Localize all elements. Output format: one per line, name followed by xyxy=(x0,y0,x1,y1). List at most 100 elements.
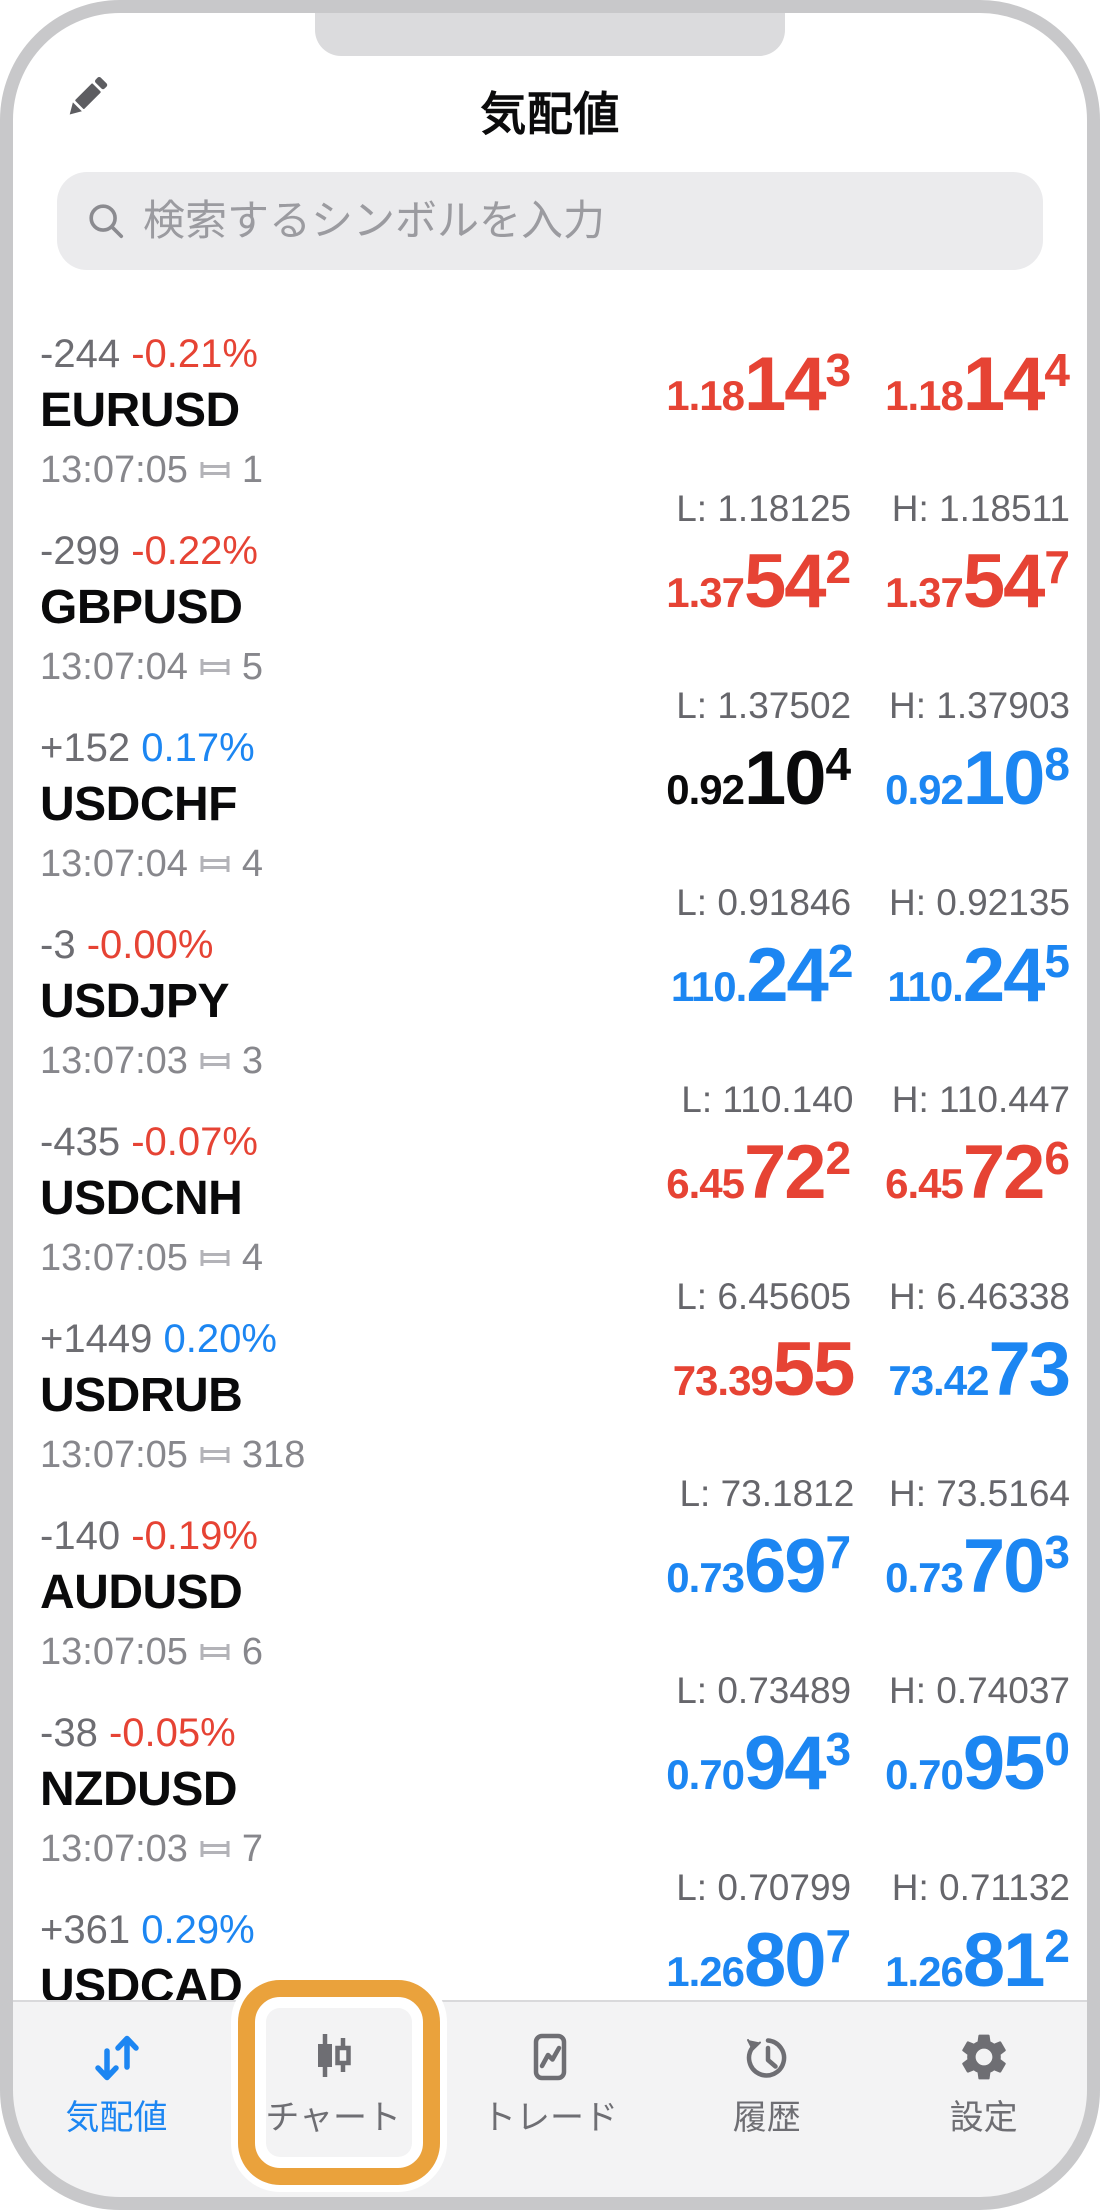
tick-time: 13:07:03 xyxy=(40,1828,188,1870)
change-line: -299 -0.22% xyxy=(40,527,263,575)
symbol-name: GBPUSD xyxy=(40,581,243,634)
time-line: 13:07:04 4 xyxy=(40,842,263,886)
day-low: L: 110.140 xyxy=(681,1079,854,1120)
tick-time: 13:07:05 xyxy=(40,1237,188,1279)
edit-symbols-button[interactable] xyxy=(58,70,116,128)
history-clock-icon xyxy=(746,2038,787,2078)
change-percent: -0.22% xyxy=(131,529,258,573)
quote-row[interactable]: +361 0.29% USDCAD 1.26807 1.26812 xyxy=(0,1886,1100,2083)
tab-history[interactable]: 履歴 xyxy=(658,2028,875,2210)
spread-icon xyxy=(200,1250,230,1266)
day-high: H: 6.46338 xyxy=(888,1276,1070,1317)
quote-row[interactable]: -140 -0.19% AUDUSD 13:07:05 6 0.73697 0.… xyxy=(0,1492,1100,1711)
symbol-name: USDCHF xyxy=(40,778,238,831)
change-points: +1449 xyxy=(40,1317,153,1361)
bid-price: 1.26807 xyxy=(666,1918,852,2003)
change-percent: -0.05% xyxy=(108,1711,236,1755)
ask-price: 0.70950 xyxy=(885,1721,1070,1806)
time-line: 13:07:05 6 xyxy=(40,1630,263,1674)
tab-chart-label: チャート xyxy=(265,2099,402,2137)
day-low: L: 0.91846 xyxy=(676,882,852,923)
change-points: -3 xyxy=(40,923,76,967)
tab-trade-label: トレード xyxy=(481,2099,618,2137)
spread-icon xyxy=(200,1053,230,1069)
spread-value: 3 xyxy=(241,1040,264,1082)
tab-history-label: 履歴 xyxy=(732,2099,801,2137)
change-line: -244 -0.21% xyxy=(40,330,263,378)
tick-time: 13:07:04 xyxy=(40,843,188,885)
symbol-name: USDJPY xyxy=(40,975,230,1028)
spread-value: 5 xyxy=(241,646,264,688)
day-high: H: 0.92135 xyxy=(888,882,1070,923)
tick-time: 13:07:05 xyxy=(40,1631,188,1673)
sort-arrows-icon xyxy=(95,2035,140,2081)
symbol-name: EURUSD xyxy=(40,384,240,437)
page-title: 気配値 xyxy=(480,88,620,140)
ask-price: 1.26812 xyxy=(885,1918,1070,2003)
bid-price: 6.45722 xyxy=(666,1130,852,1215)
tab-settings[interactable]: 設定 xyxy=(875,2028,1092,2210)
time-line: 13:07:05 4 xyxy=(40,1236,263,1280)
spread-value: 1 xyxy=(241,449,264,491)
search-icon xyxy=(89,204,124,239)
tab-settings-label: 設定 xyxy=(949,2099,1018,2137)
change-points: -140 xyxy=(40,1514,121,1558)
spread-icon xyxy=(200,856,230,872)
change-percent: -0.21% xyxy=(131,332,258,376)
quote-row[interactable]: +152 0.17% USDCHF 13:07:04 4 0.92104 0.9… xyxy=(0,704,1100,923)
tick-time: 13:07:05 xyxy=(40,1434,188,1476)
tick-time: 13:07:05 xyxy=(40,449,188,491)
phone-notch xyxy=(315,0,785,56)
day-high: H: 0.74037 xyxy=(888,1670,1070,1711)
quote-row[interactable]: -299 -0.22% GBPUSD 13:07:04 5 1.37542 1.… xyxy=(0,507,1100,726)
day-high: H: 110.447 xyxy=(891,1079,1070,1120)
change-line: +152 0.17% xyxy=(40,724,263,772)
search-input[interactable] xyxy=(143,197,1015,245)
quote-row[interactable]: -244 -0.21% EURUSD 13:07:05 1 1.18143 1.… xyxy=(0,310,1100,529)
tab-trade[interactable]: トレード xyxy=(442,2028,659,2210)
change-points: -299 xyxy=(40,529,121,573)
candlestick-icon xyxy=(318,2034,351,2077)
day-low: L: 0.73489 xyxy=(676,1670,852,1711)
spread-icon xyxy=(200,462,230,478)
ask-price: 1.37547 xyxy=(885,539,1070,624)
day-low: L: 6.45605 xyxy=(676,1276,852,1317)
search-bar[interactable] xyxy=(57,172,1043,270)
day-low: L: 1.18125 xyxy=(676,488,852,529)
day-low: L: 0.70799 xyxy=(676,1867,852,1908)
change-line: -435 -0.07% xyxy=(40,1118,263,1166)
change-points: -435 xyxy=(40,1120,121,1164)
symbol-name: USDRUB xyxy=(40,1369,243,1422)
ask-price: 0.73703 xyxy=(885,1524,1070,1609)
bid-price: 73.3955 xyxy=(672,1327,856,1412)
change-points: +152 xyxy=(40,726,131,770)
spread-icon xyxy=(200,1447,230,1463)
quote-row[interactable]: +1449 0.20% USDRUB 13:07:05 318 73.3955 … xyxy=(0,1295,1100,1514)
change-percent: 0.17% xyxy=(141,726,255,770)
ask-price: 110.245 xyxy=(887,933,1070,1018)
time-line: 13:07:05 1 xyxy=(40,448,263,492)
spread-value: 6 xyxy=(241,1631,264,1673)
tab-chart[interactable]: チャート xyxy=(225,2028,442,2210)
symbol-name: AUDUSD xyxy=(40,1566,243,1619)
change-percent: -0.00% xyxy=(86,923,214,967)
symbol-name: USDCNH xyxy=(40,1172,243,1225)
pencil-icon xyxy=(69,76,108,115)
quote-row[interactable]: -435 -0.07% USDCNH 13:07:05 4 6.45722 6.… xyxy=(0,1098,1100,1317)
time-line: 13:07:03 7 xyxy=(40,1827,263,1871)
time-line: 13:07:05 318 xyxy=(40,1433,305,1477)
bid-price: 1.37542 xyxy=(666,539,852,624)
quote-row[interactable]: -3 -0.00% USDJPY 13:07:03 3 110.242 110.… xyxy=(0,901,1100,1120)
settings-gear-icon xyxy=(961,2034,1006,2080)
tab-bar: 気配値 チャート トレード xyxy=(0,2000,1100,2210)
tab-quotes-label: 気配値 xyxy=(65,2099,168,2137)
change-line: -38 -0.05% xyxy=(40,1709,263,1757)
spread-value: 7 xyxy=(241,1828,264,1870)
tab-quotes[interactable]: 気配値 xyxy=(8,2028,225,2210)
day-low: L: 1.37502 xyxy=(676,685,852,726)
ask-price: 1.18144 xyxy=(885,342,1070,427)
bid-price: 1.18143 xyxy=(666,342,852,427)
time-line: 13:07:03 3 xyxy=(40,1039,263,1083)
quote-row[interactable]: -38 -0.05% NZDUSD 13:07:03 7 0.70943 0.7… xyxy=(0,1689,1100,1908)
